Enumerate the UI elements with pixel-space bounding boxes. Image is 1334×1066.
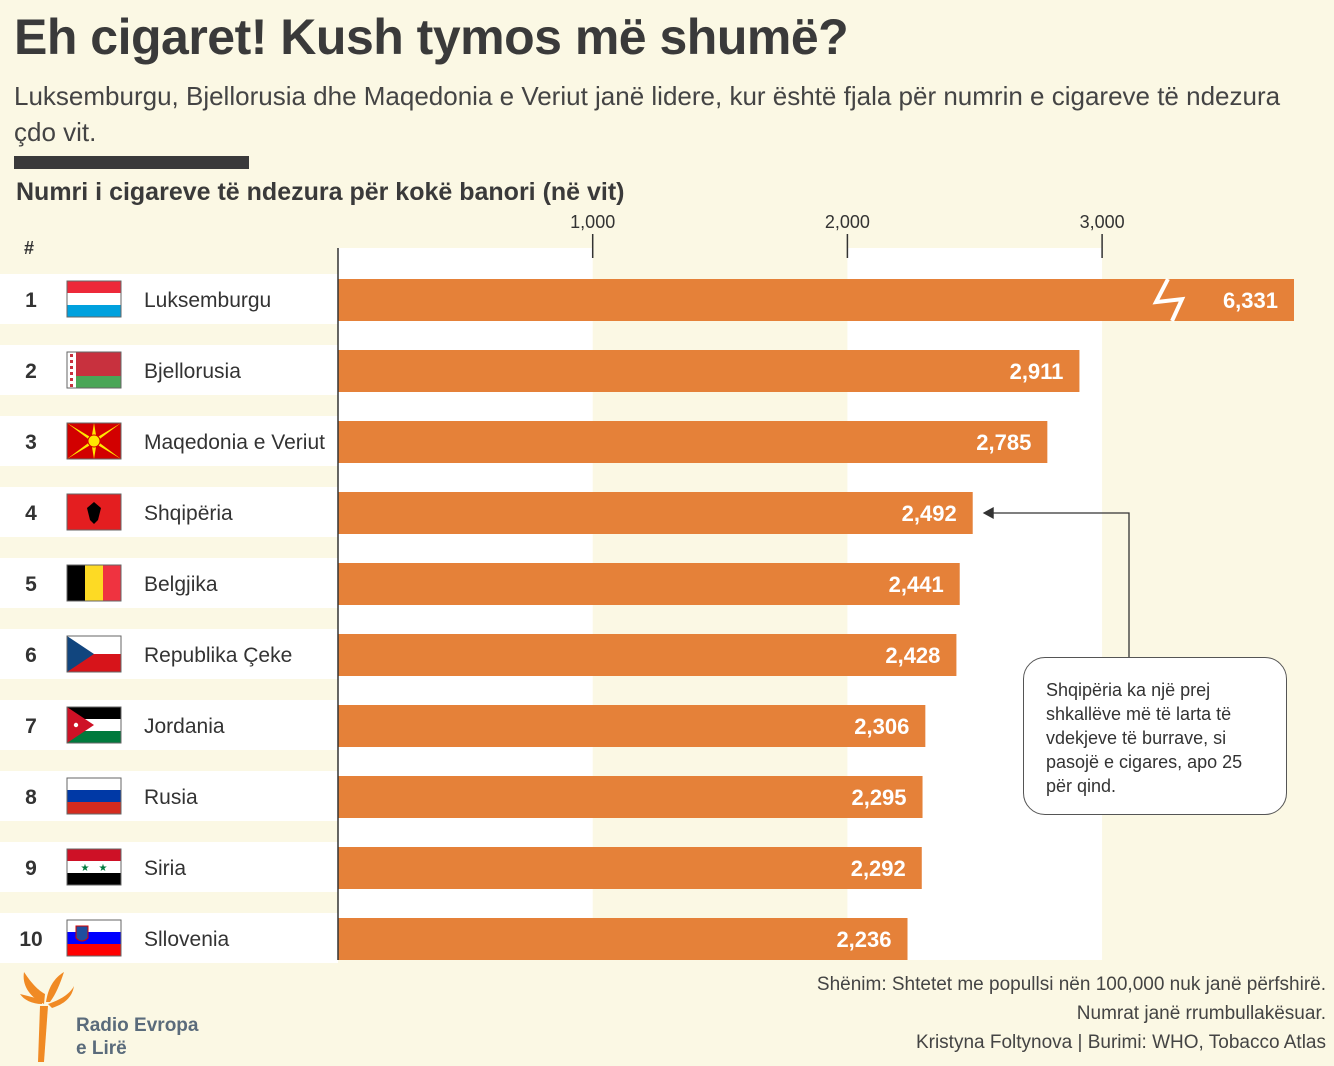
row-panel: [0, 771, 338, 821]
logo-line-1: Radio Evropa: [76, 1015, 199, 1036]
bar: [338, 492, 973, 534]
country-label: Sllovenia: [144, 928, 230, 951]
bar-value-label: 2,292: [851, 856, 906, 881]
bar: [338, 350, 1080, 392]
country-label: Rusia: [144, 786, 198, 809]
albania-callout: Shqipëria ka një prej shkallëve më të la…: [1023, 657, 1287, 815]
rank-label: 2: [25, 360, 37, 383]
bar-value-label: 2,492: [902, 501, 957, 526]
country-label: Belgjika: [144, 573, 218, 596]
chart-title: Numri i cigareve të ndezura për kokë ban…: [16, 178, 625, 206]
row-panel: [0, 842, 338, 892]
row-panel: [0, 913, 338, 963]
bar: [338, 634, 957, 676]
country-label: Bjellorusia: [144, 360, 241, 383]
country-label: Shqipëria: [144, 502, 233, 525]
bar: [338, 705, 926, 747]
bar-value-label: 2,295: [851, 785, 906, 810]
title-divider: [14, 156, 249, 169]
rank-label: 5: [25, 573, 37, 596]
tick-label: 3,000: [1080, 212, 1125, 232]
tick-label: 2,000: [825, 212, 870, 232]
rank-header: #: [24, 238, 35, 258]
syria-flag-icon: ★ ★: [66, 848, 122, 886]
jordan-flag-icon: [66, 706, 122, 744]
bar: [338, 776, 923, 818]
rank-label: 9: [25, 857, 37, 880]
bar-value-label: 6,331: [1223, 288, 1278, 313]
torch-logo-icon: [20, 972, 74, 1062]
bar-value-label: 2,236: [836, 927, 891, 952]
bar-value-label: 2,441: [889, 572, 944, 597]
russia-flag-icon: [66, 777, 122, 815]
page-title: Eh cigaret! Kush tymos më shumë?: [14, 9, 849, 65]
country-label: Jordania: [144, 715, 225, 738]
footnote: Shënim: Shtetet me popullsi nën 100,000 …: [817, 970, 1326, 1057]
logo-line-2: e Lirë: [76, 1038, 127, 1059]
rfe-logo: Radio Evropa e Lirë: [18, 966, 218, 1066]
row-panel: [0, 558, 338, 608]
footnote-rounding: Numrat janë rrumbullakësuar.: [1076, 1003, 1326, 1024]
rank-label: 4: [25, 502, 37, 525]
row-panel: [0, 629, 338, 679]
bar: [338, 918, 908, 960]
belgium-flag-icon: [66, 564, 122, 602]
row-panel: [0, 274, 338, 324]
footnote-source: Kristyna Foltynova | Burimi: WHO, Tobacc…: [915, 1032, 1326, 1053]
callout-connector: [992, 512, 1130, 657]
svg-text:★: ★: [81, 863, 90, 874]
country-label: Republika Çeke: [144, 644, 292, 667]
belarus-flag-icon: [66, 351, 122, 389]
row-panel: [0, 416, 338, 466]
page-subtitle: Luksemburgu, Bjellorusia dhe Maqedonia e…: [14, 81, 1281, 147]
rank-label: 6: [25, 644, 37, 667]
bar-value-label: 2,428: [885, 643, 940, 668]
row-panel: [0, 700, 338, 750]
country-label: Siria: [144, 857, 186, 880]
bar-value-label: 2,306: [854, 714, 909, 739]
bar: [338, 563, 960, 605]
tick-label: 1,000: [570, 212, 615, 232]
albania-flag-icon: [66, 493, 122, 531]
bar: [338, 421, 1048, 463]
rank-label: 1: [25, 289, 37, 312]
bar: [338, 279, 1294, 321]
svg-text:★: ★: [99, 863, 108, 874]
row-panel: [0, 487, 338, 537]
rank-label: 8: [25, 786, 37, 809]
rank-label: 3: [25, 431, 37, 454]
country-label: Maqedonia e Veriut: [144, 431, 325, 454]
country-label: Luksemburgu: [144, 289, 271, 312]
north-macedonia-flag-icon: [66, 422, 122, 460]
bar-value-label: 2,911: [1010, 359, 1064, 384]
callout-arrowhead: [982, 507, 994, 519]
footnote-note: Shënim: Shtetet me popullsi nën 100,000 …: [816, 974, 1326, 995]
rank-label: 10: [19, 928, 42, 951]
luxembourg-flag-icon: [66, 280, 122, 318]
slovenia-flag-icon: [66, 919, 122, 957]
bar: [338, 847, 922, 889]
czech-flag-icon: [66, 635, 122, 673]
row-panel: [0, 345, 338, 395]
bar-value-label: 2,785: [976, 430, 1031, 455]
rank-label: 7: [25, 715, 37, 738]
axis-break-icon: [1152, 278, 1186, 322]
